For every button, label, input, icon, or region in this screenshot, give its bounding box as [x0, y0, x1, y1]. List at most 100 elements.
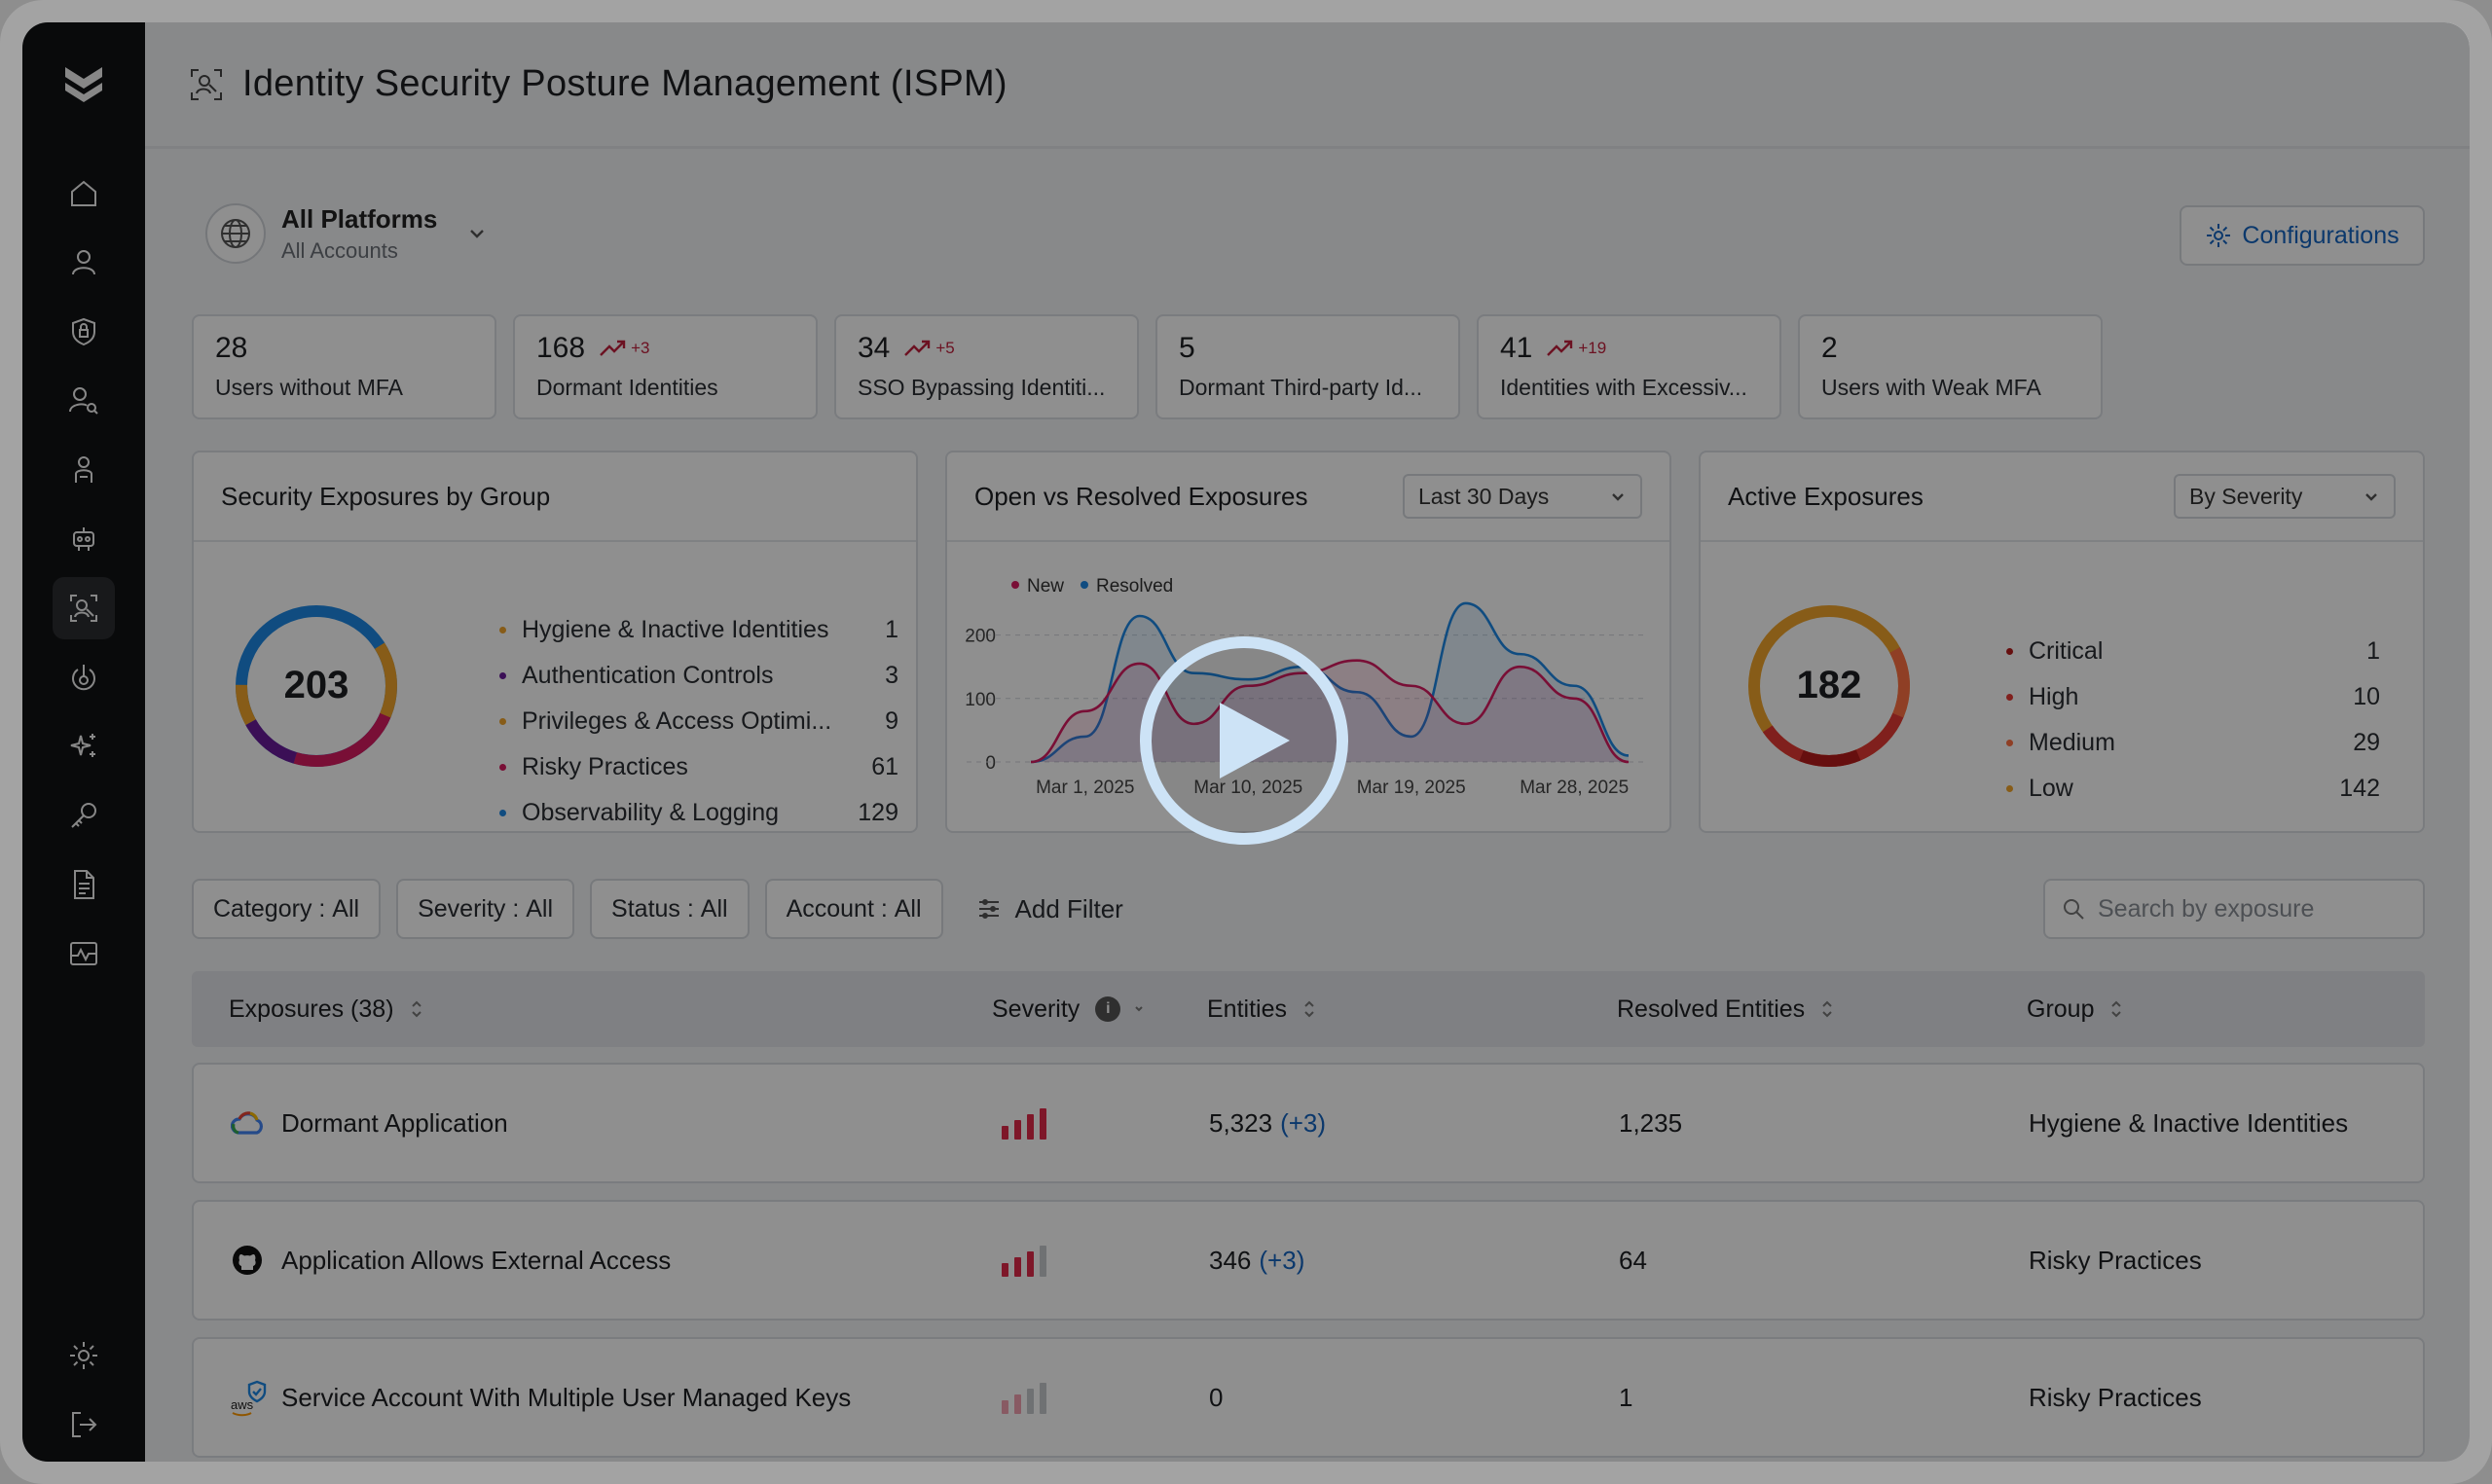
page-title: Identity Security Posture Management (IS…: [242, 63, 1008, 104]
stat-card[interactable]: 28 Users without MFA: [192, 314, 496, 419]
group-panel: Security Exposures by Group 203 Hygiene …: [192, 451, 918, 833]
exposure-name: Application Allows External Access: [281, 1245, 672, 1275]
stat-value: 2: [1821, 332, 1838, 364]
top-bar: Identity Security Posture Management (IS…: [145, 22, 2470, 149]
nav-users[interactable]: [53, 232, 115, 294]
entities-delta[interactable]: (+3): [1259, 1245, 1305, 1275]
globe-icon: [205, 203, 266, 264]
nav-ai[interactable]: [53, 715, 115, 778]
mode-dropdown[interactable]: By Severity: [2174, 474, 2396, 519]
legend-item: Low 142: [2006, 775, 2380, 803]
filter-sliders-icon: [978, 899, 999, 919]
legend-dot: [499, 627, 506, 633]
donut-segment: [236, 605, 397, 767]
exposure-name: Service Account With Multiple User Manag…: [281, 1382, 852, 1412]
legend-label: Hygiene & Inactive Identities: [522, 616, 829, 643]
table-row[interactable]: Dormant Application 5,323 (+3) 1,235 Hygi…: [192, 1063, 2425, 1183]
legend-item: Critical 1: [2006, 637, 2380, 666]
range-dropdown[interactable]: Last 30 Days: [1403, 474, 1642, 519]
stat-label: Users without MFA: [215, 375, 403, 400]
entities-delta[interactable]: (+3): [1280, 1107, 1327, 1138]
filter-value: All: [332, 894, 360, 923]
severity-bar: [1014, 1257, 1021, 1277]
resolved-cell: 1,235: [1619, 1107, 1683, 1138]
platform-selector[interactable]: All Platforms All Accounts: [205, 203, 488, 264]
platform-accounts: All Accounts: [281, 237, 398, 263]
col-severity[interactable]: Severity i: [992, 971, 1146, 1047]
legend-item: Medium 29: [2006, 729, 2380, 757]
nav-ispm[interactable]: [53, 577, 115, 639]
col-exposures[interactable]: Exposures (38): [229, 971, 423, 1047]
panel-title: Security Exposures by Group: [221, 481, 551, 511]
donut-segment: [236, 605, 397, 767]
legend-item: Privileges & Access Optimi... 9: [499, 707, 898, 736]
legend-value: 1: [2366, 637, 2380, 665]
severity-cell: [1002, 1065, 1052, 1181]
col-entities[interactable]: Entities: [1207, 971, 1316, 1047]
legend-dot: [499, 672, 506, 679]
severity-bar: [1040, 1246, 1046, 1277]
nav-activity[interactable]: [53, 923, 115, 985]
play-button[interactable]: [1140, 636, 1348, 845]
stat-card[interactable]: 34 +5 SSO Bypassing Identiti...: [834, 314, 1139, 419]
exposure-cell: aws Service Account With Multiple User M…: [231, 1339, 851, 1456]
resolved-cell: 64: [1619, 1245, 1647, 1275]
stat-cards: 28 Users without MFA 168 +3 Dormant Iden…: [192, 314, 2119, 419]
nav-security[interactable]: [53, 301, 115, 363]
shield-lock-icon: [72, 317, 95, 346]
table-header: Exposures (38) Severity i Entities Resolv…: [192, 971, 2425, 1047]
stat-card[interactable]: 41 +19 Identities with Excessiv...: [1477, 314, 1781, 419]
filter-category[interactable]: Category : All: [192, 879, 382, 939]
nav-logout[interactable]: [53, 1394, 115, 1456]
configurations-button[interactable]: Configurations: [2180, 205, 2425, 266]
legend-value: 142: [2339, 775, 2380, 802]
legend-dot: [499, 764, 506, 771]
legend-item: Risky Practices 61: [499, 753, 898, 781]
severity-bars: [1002, 1381, 1052, 1414]
legend-item: Authentication Controls 3: [499, 662, 898, 690]
nav-agents[interactable]: [53, 439, 115, 501]
nav-reports[interactable]: [53, 853, 115, 916]
logout-icon: [72, 1412, 97, 1437]
nav-keys[interactable]: [53, 784, 115, 847]
filter-severity[interactable]: Severity : All: [396, 879, 575, 939]
sort-desc-icon: [1135, 1006, 1144, 1012]
gear-icon: [70, 1342, 97, 1369]
severity-bar: [1014, 1120, 1021, 1140]
filter-status[interactable]: Status : All: [590, 879, 750, 939]
y-tick-label: 200: [965, 627, 996, 647]
sparkle-icon: [70, 734, 95, 757]
series-line-resolved: [1030, 601, 1630, 764]
github-icon: [233, 1246, 262, 1275]
group-cell: Risky Practices: [2029, 1245, 2202, 1275]
table-row[interactable]: aws Service Account With Multiple User M…: [192, 1337, 2425, 1458]
nav-settings[interactable]: [53, 1324, 115, 1387]
add-filter-button[interactable]: Add Filter: [976, 894, 1123, 924]
exposure-name: Dormant Application: [281, 1107, 508, 1138]
legend-label: Low: [2029, 775, 2073, 802]
nav-identities[interactable]: [53, 370, 115, 432]
nav-home[interactable]: [53, 163, 115, 225]
col-resolved[interactable]: Resolved Entities: [1617, 971, 1834, 1047]
panel-title: Active Exposures: [1728, 481, 1924, 511]
col-group[interactable]: Group: [2027, 971, 2123, 1047]
stat-card[interactable]: 168 +3 Dormant Identities: [513, 314, 818, 419]
platform-name: All Platforms: [281, 203, 438, 234]
stat-card[interactable]: 5 Dormant Third-party Id...: [1155, 314, 1460, 419]
stat-card[interactable]: 2 Users with Weak MFA: [1798, 314, 2103, 419]
legend-label: Authentication Controls: [522, 662, 774, 689]
table-row[interactable]: Application Allows External Access 346 (+…: [192, 1200, 2425, 1321]
google-cloud-icon: [231, 1111, 263, 1135]
legend-label: Observability & Logging: [522, 799, 780, 826]
donut-segment: [1748, 605, 1910, 767]
trend-up: +3: [599, 339, 649, 358]
nav-power[interactable]: [53, 646, 115, 708]
stat-value: 28: [215, 332, 248, 364]
nav-bots[interactable]: [53, 508, 115, 570]
legend-dot: [2006, 648, 2013, 655]
gear-icon: [2207, 224, 2231, 247]
legend-dot: [1081, 581, 1088, 589]
filter-account[interactable]: Account : All: [764, 879, 943, 939]
info-icon[interactable]: i: [1095, 996, 1121, 1022]
search-input[interactable]: Search by exposure: [2043, 879, 2425, 939]
